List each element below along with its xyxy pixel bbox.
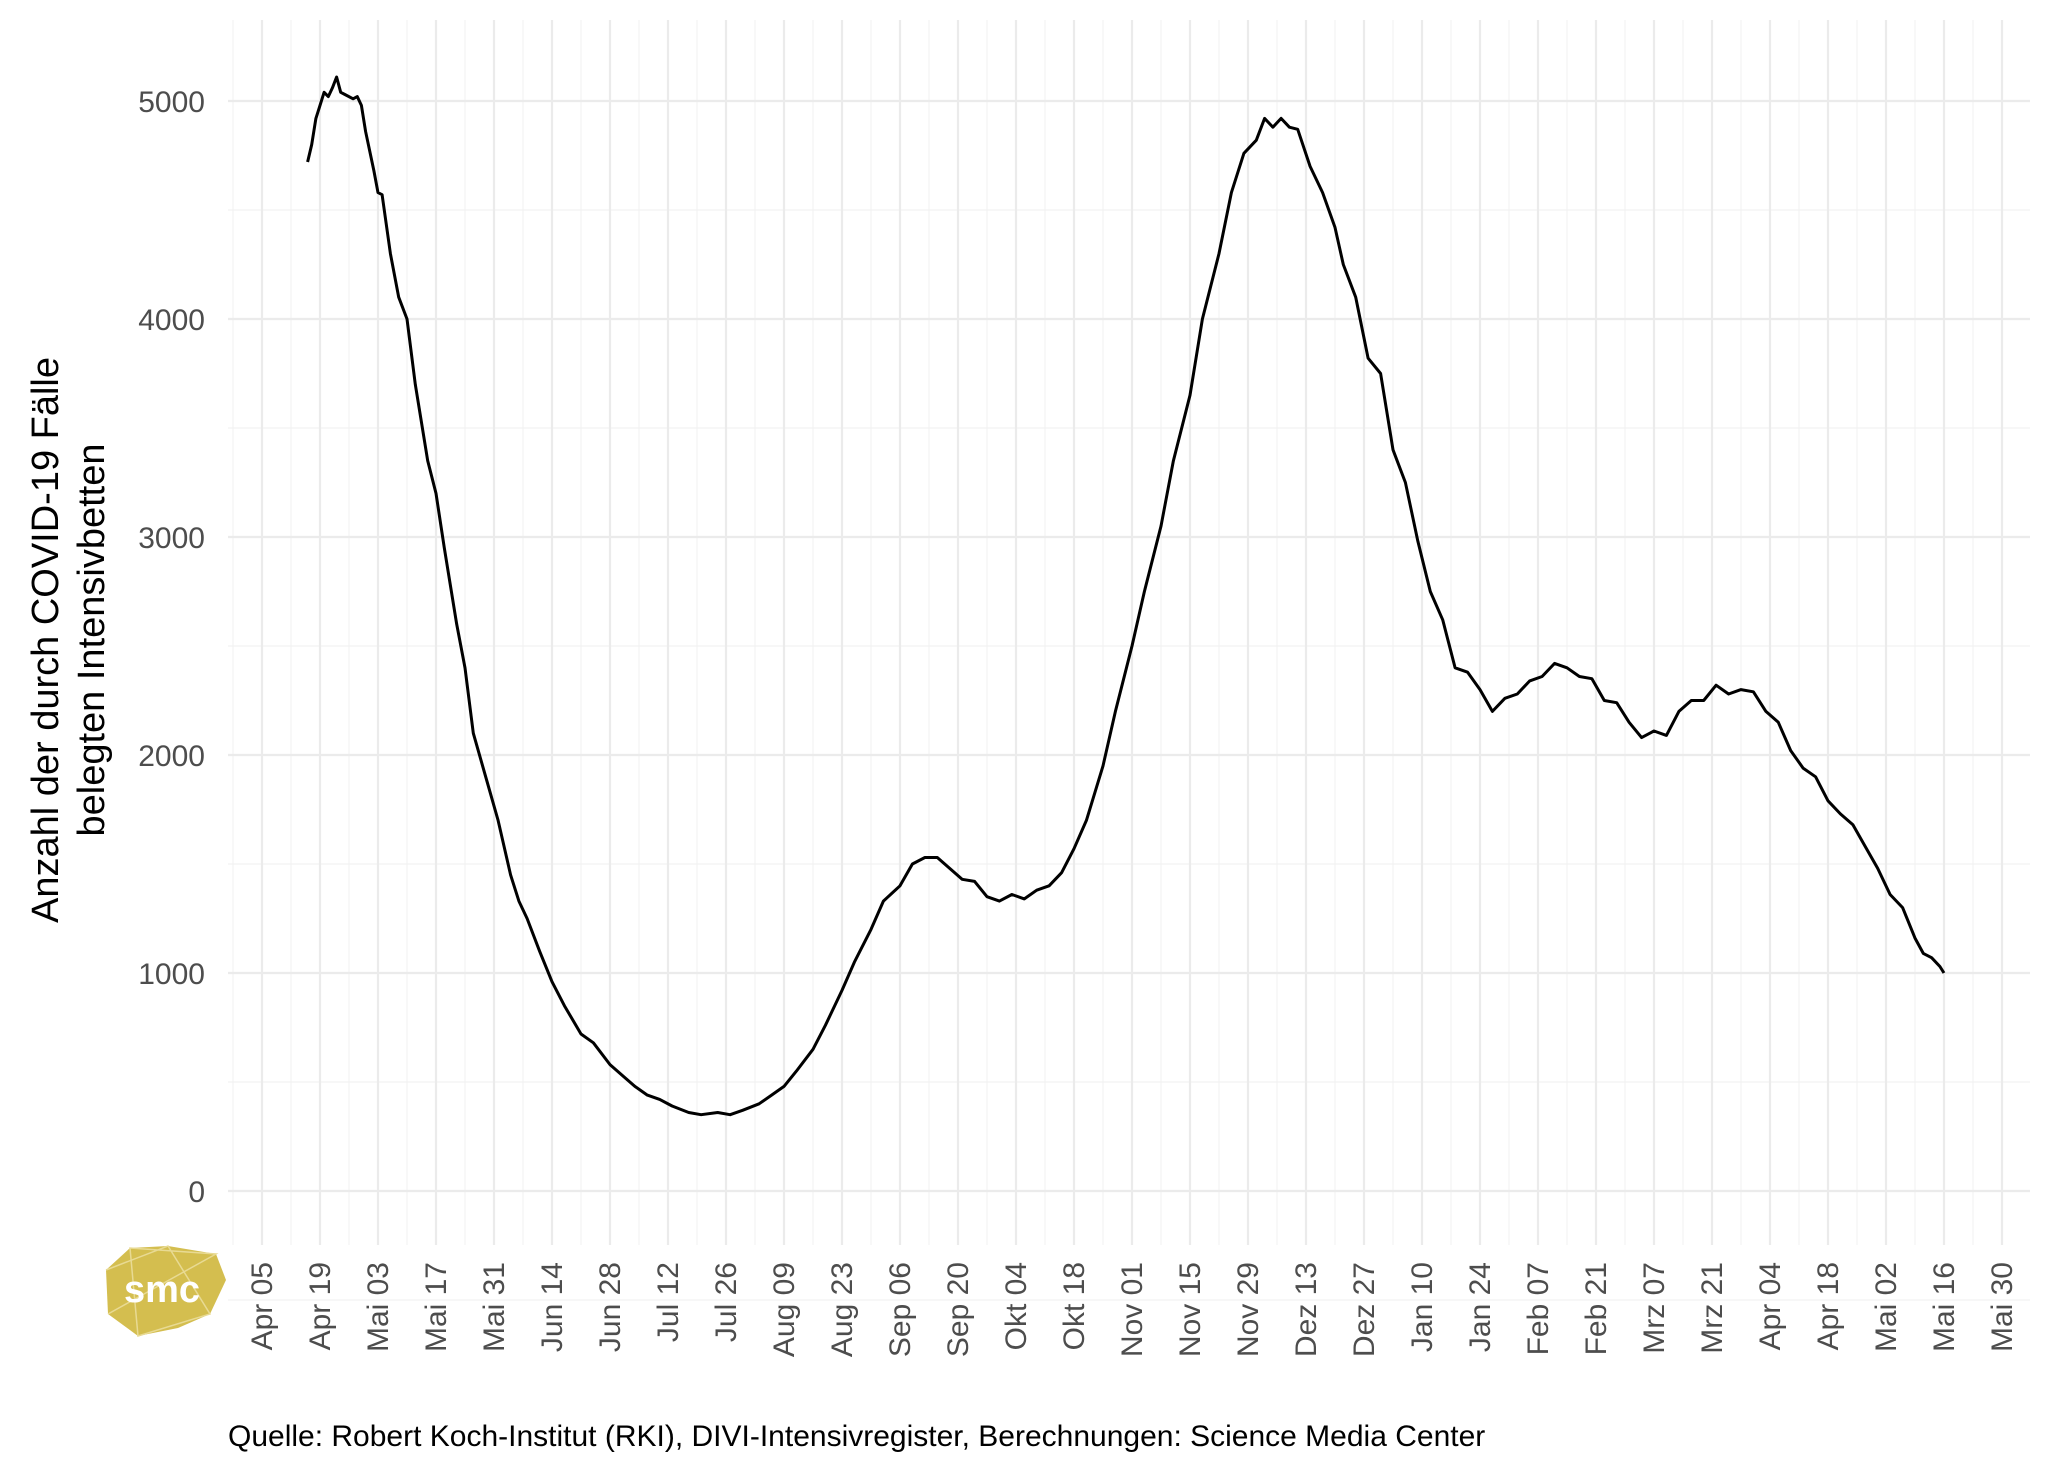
- x-tick-label: Nov 01: [1116, 1262, 1149, 1357]
- x-tick-label: Jan 10: [1406, 1262, 1439, 1352]
- smc-logo-text: smc: [124, 1269, 200, 1311]
- y-tick-label: 1000: [138, 958, 205, 991]
- x-tick-label: Dez 13: [1290, 1262, 1323, 1357]
- y-tick-label: 4000: [138, 304, 205, 337]
- x-tick-label: Okt 18: [1058, 1262, 1091, 1350]
- x-tick-label: Mai 02: [1870, 1262, 1903, 1352]
- x-tick-label: Sep 06: [884, 1262, 917, 1357]
- smc-logo: smc: [105, 1245, 226, 1337]
- x-tick-label: Nov 15: [1174, 1262, 1207, 1357]
- y-tick-label: 0: [188, 1176, 205, 1209]
- x-tick-label: Aug 09: [768, 1262, 801, 1357]
- x-tick-label: Mai 03: [362, 1262, 395, 1352]
- x-tick-label: Apr 19: [304, 1262, 337, 1350]
- x-tick-label: Apr 05: [246, 1262, 279, 1350]
- x-tick-label: Nov 29: [1232, 1262, 1265, 1357]
- x-tick-label: Jul 12: [652, 1262, 685, 1342]
- x-tick-label: Jun 14: [536, 1262, 569, 1352]
- x-tick-label: Apr 18: [1812, 1262, 1845, 1350]
- source-caption: Quelle: Robert Koch-Institut (RKI), DIVI…: [228, 1420, 1485, 1453]
- x-tick-label: Feb 21: [1580, 1262, 1613, 1355]
- x-axis-ticks: Apr 05 Apr 19 Mai 03 Mai 17 Mai 31 Jun 14 Jun …: [246, 1262, 2019, 1357]
- y-tick-label: 5000: [138, 86, 205, 119]
- x-tick-label: Mai 16: [1928, 1262, 1961, 1352]
- x-tick-label: Feb 07: [1522, 1262, 1555, 1355]
- y-tick-label: 2000: [138, 740, 205, 773]
- x-tick-label: Okt 04: [1000, 1262, 1033, 1350]
- y-axis-ticks: 0 1000 2000 3000 4000 5000: [138, 86, 205, 1209]
- y-axis-title-line2: belegten Intensivbetten: [71, 444, 113, 837]
- x-tick-label: Sep 20: [942, 1262, 975, 1357]
- x-tick-label: Mai 30: [1986, 1262, 2019, 1352]
- smc-logo-facets: [105, 1245, 219, 1337]
- x-tick-label: Mai 17: [420, 1262, 453, 1352]
- y-axis-title-line1: Anzahl der durch COVID-19 Fälle: [25, 357, 67, 923]
- x-tick-label: Jul 26: [710, 1262, 743, 1342]
- x-tick-label: Aug 23: [826, 1262, 859, 1357]
- y-tick-label: 3000: [138, 522, 205, 555]
- x-tick-label: Mrz 07: [1638, 1262, 1671, 1354]
- x-tick-label: Jan 24: [1464, 1262, 1497, 1352]
- x-tick-label: Apr 04: [1754, 1262, 1787, 1350]
- minor-gridlines: [228, 20, 2030, 1301]
- x-tick-label: Jun 28: [594, 1262, 627, 1352]
- x-tick-label: Dez 27: [1348, 1262, 1381, 1357]
- icu-occupancy-line: [306, 75, 1946, 1117]
- x-tick-label: Mrz 21: [1696, 1262, 1729, 1354]
- major-gridlines: [228, 20, 2030, 1245]
- x-tick-label: Mai 31: [478, 1262, 511, 1352]
